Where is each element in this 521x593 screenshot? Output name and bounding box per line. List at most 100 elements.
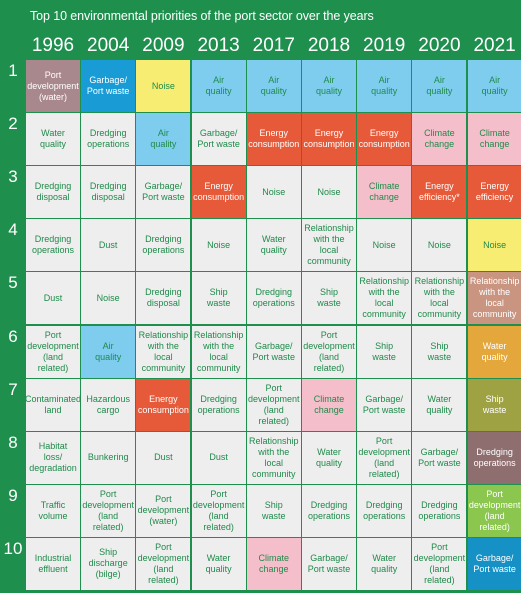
rank-label-6: 6 <box>8 326 18 346</box>
priority-line: Dredging <box>34 234 72 245</box>
priority-line: Ship <box>209 287 228 298</box>
priority-cell: Garbage/Port waste <box>81 60 136 112</box>
priority-cell: Dredging operations <box>191 378 246 431</box>
priority-line: consumption <box>137 404 189 415</box>
priority-line: Port waste <box>252 351 296 362</box>
priority-text: Ship waste <box>428 341 452 363</box>
priority-cell: Water quality <box>26 113 80 166</box>
priority-line: (land related) <box>148 563 179 585</box>
priority-text: Relationship with the local community <box>413 276 465 320</box>
priority-text: Energy consumption <box>138 394 189 416</box>
priority-line: Air <box>102 340 114 351</box>
priority-text: Energy consumption <box>193 181 244 203</box>
priority-line: quality <box>426 404 453 415</box>
priority-cell: Water quality <box>246 219 301 272</box>
priority-line: Noise <box>207 239 231 250</box>
priority-cell: Ship waste <box>357 325 412 378</box>
priority-cell: Dredging operations <box>412 484 467 537</box>
priority-cell: Relationship with the local community <box>357 272 412 325</box>
priority-cell: Port development (land related) <box>357 431 412 484</box>
priority-line: quality <box>371 86 398 96</box>
priority-line: effluent <box>38 563 68 574</box>
priority-text: Port development (land related) <box>248 383 300 427</box>
priority-line: Port <box>431 541 448 552</box>
priority-line: Port waste <box>473 563 516 574</box>
priority-cell: Garbage/Port waste <box>136 166 191 219</box>
priority-text: Ship waste <box>207 287 231 309</box>
priority-line: disposal <box>36 192 70 203</box>
priority-cell: Air quality <box>191 60 246 112</box>
priority-line: Garbage/ <box>255 340 293 351</box>
rank-label-8: 8 <box>8 432 18 452</box>
priority-line: Air <box>268 75 280 85</box>
priority-cell: Air quality <box>302 60 356 112</box>
priority-line: Relationship <box>138 329 189 340</box>
priority-text: Relationship with the local community <box>193 330 245 374</box>
priority-line: development <box>27 80 79 91</box>
priority-line: Energy <box>149 393 178 404</box>
priority-text: Dredging operations <box>474 447 516 469</box>
priority-text: Air quality <box>95 341 121 363</box>
priority-line: disposal <box>91 192 125 203</box>
priority-cell: Energy consumption <box>191 166 246 219</box>
priority-text: Contaminated land <box>25 394 81 416</box>
priority-cell: Port development (land related) <box>81 484 136 537</box>
priority-cell: Dredging operations <box>467 431 521 484</box>
priority-text: Climate change <box>369 181 400 203</box>
priority-text: Dust <box>99 240 118 251</box>
priority-line: Port waste <box>418 457 461 468</box>
priority-line: change <box>479 139 510 150</box>
priority-cell: Garbage/Port waste <box>302 537 356 590</box>
priority-text: Dredging disposal <box>90 181 127 203</box>
priority-line: quality <box>481 86 508 96</box>
priority-text: Dust <box>44 293 63 304</box>
priority-text: Energy consumption <box>303 128 354 150</box>
priority-line: development <box>413 552 466 563</box>
priority-cell: Hazardous cargo <box>81 378 136 431</box>
priority-text: Garbage/Port waste <box>363 394 406 416</box>
priority-line: Climate <box>424 128 455 139</box>
priority-line: Garbage/ <box>420 446 459 457</box>
priority-text: Dredging operations <box>418 500 460 522</box>
priority-text: Noise <box>428 240 451 251</box>
priority-line: Port <box>44 329 62 340</box>
priority-line: Energy <box>480 181 509 192</box>
priority-cell: Energy consumption <box>246 113 301 166</box>
priority-cell: Dust <box>81 219 136 272</box>
priority-line: (land related) <box>203 510 234 532</box>
priority-line: consumption <box>358 139 410 150</box>
priority-line: operations <box>87 139 130 150</box>
priority-text: Relationship with the local community <box>137 330 189 374</box>
priority-cell: Relationship with the local community <box>302 219 356 272</box>
priority-text: Garbage/Port waste <box>142 181 185 203</box>
priority-text: Dredging operations <box>198 394 240 416</box>
priority-line: Energy <box>204 181 233 192</box>
priority-line: Climate <box>479 128 510 139</box>
priority-line: Ship <box>485 393 504 404</box>
priority-line: Habitat <box>38 441 68 452</box>
priority-text: Garbage/Port waste <box>253 341 296 363</box>
priority-line: Port <box>99 488 117 499</box>
priority-line: quality <box>315 457 342 468</box>
priority-line: community <box>417 309 462 320</box>
rank-label-3: 3 <box>8 167 18 187</box>
priority-cell: Relationship with the local community <box>191 325 246 378</box>
priority-text: Dredging operations <box>32 234 74 256</box>
priority-line: Dredging <box>476 446 513 457</box>
priority-line: operations <box>252 298 295 309</box>
priority-line: Energy <box>369 128 399 139</box>
priority-line: (bilge) <box>95 569 121 580</box>
priority-cell: Port development (land related) <box>412 537 467 590</box>
priority-cell: Noise <box>302 166 356 219</box>
priority-text: Air quality <box>261 75 287 97</box>
priority-cell: Air quality <box>467 60 521 112</box>
priority-line: efficiency <box>475 192 514 203</box>
priority-line: Ship <box>319 287 338 298</box>
priority-text: Ship waste <box>317 287 341 309</box>
priority-line: Port <box>155 494 172 505</box>
priority-text: Port development (land related) <box>358 436 410 480</box>
priority-line: Bunkering <box>87 452 129 463</box>
priority-line: discharge <box>88 558 128 569</box>
priority-line: with the local <box>203 340 235 362</box>
priority-cell: Dredging operations <box>246 272 301 325</box>
